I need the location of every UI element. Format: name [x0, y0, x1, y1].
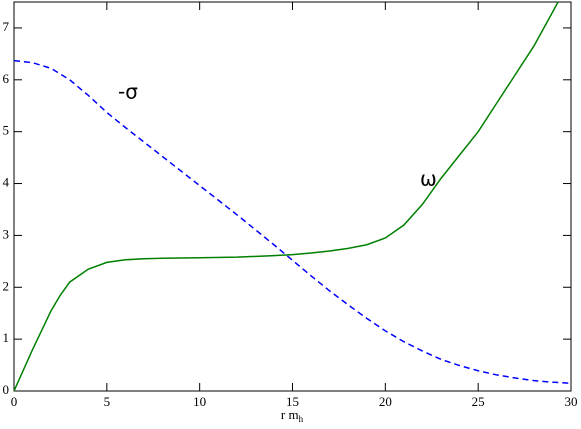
x-tick-label: 15: [286, 394, 299, 409]
series-label: ω: [420, 167, 437, 191]
series-line: [13, 1, 559, 392]
x-axis-label: r mh: [281, 407, 304, 424]
y-tick-label: 2: [3, 278, 10, 293]
x-tick-label: 20: [379, 394, 392, 409]
y-tick-label: 3: [3, 226, 10, 241]
series-line: [13, 59, 572, 384]
series-label: -σ: [118, 80, 138, 104]
y-tick-label: 0: [3, 382, 10, 397]
y-tick-label: 7: [3, 19, 10, 34]
x-tick-label: 0: [11, 394, 18, 409]
x-tick-label: 25: [472, 394, 485, 409]
x-label-subscript: h: [299, 414, 304, 424]
y-tick-label: 1: [3, 330, 10, 345]
x-tick-label: 30: [565, 394, 578, 409]
y-tick-label: 5: [3, 123, 10, 138]
y-tick-label: 6: [3, 71, 10, 86]
plot-frame: [13, 1, 572, 392]
x-label-main: r m: [281, 407, 299, 422]
x-tick-label: 10: [193, 394, 206, 409]
y-tick-label: 4: [3, 175, 10, 190]
x-tick-label: 5: [104, 394, 111, 409]
